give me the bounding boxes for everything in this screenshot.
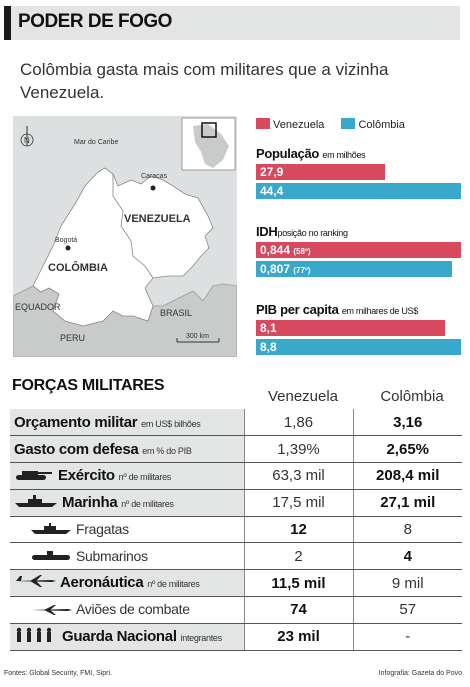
legend-swatch-colombia xyxy=(341,118,356,129)
bogota-marker xyxy=(65,245,71,251)
cell-venezuela: 2 xyxy=(243,542,353,571)
cell-venezuela: 17,5 mil xyxy=(243,489,353,517)
row-label: Aeronáutica nº de militares xyxy=(10,569,244,598)
bar-populacao-venezuela: 27,9 xyxy=(256,164,385,180)
cell-venezuela: 11,5 mil xyxy=(243,569,353,598)
cell-colombia: 9 mil xyxy=(352,569,462,598)
cell-venezuela: 1,86 xyxy=(243,409,353,437)
inset-map xyxy=(181,117,236,171)
cell-colombia: - xyxy=(352,623,462,651)
metric-populacao: População em milhões 27,9 44,4 xyxy=(256,146,461,199)
table-row: Gasto com defesa em % do PIB 1,39% 2,65% xyxy=(10,435,462,464)
map: Mar do Caribe Caracas VENEZUELA Bogotá C… xyxy=(13,116,237,357)
label-brasil: BRASIL xyxy=(160,308,192,318)
bar-pib-venezuela: 8,1 xyxy=(256,320,445,336)
legend-venezuela: Venezuela xyxy=(256,118,324,131)
row-label: Marinha nº de militares xyxy=(10,489,244,517)
header: PODER DE FOGO xyxy=(0,0,470,44)
legend-swatch-venezuela xyxy=(256,118,270,129)
forces-title: FORÇAS MILITARES xyxy=(12,377,165,394)
table-row: Submarinos 2 4 xyxy=(10,542,462,571)
bar-idh-colombia: 0,807 (77º) xyxy=(256,261,452,277)
cell-venezuela: 23 mil xyxy=(243,623,353,651)
label-colombia: COLÔMBIA xyxy=(48,261,108,274)
north-arrow-icon: N xyxy=(20,126,34,147)
cell-colombia: 208,4 mil xyxy=(352,462,462,490)
soldiers-icon xyxy=(14,627,58,647)
cell-venezuela: 12 xyxy=(243,516,353,544)
tank-icon xyxy=(14,467,54,485)
legend-colombia: Colômbia xyxy=(341,118,405,131)
row-label: Fragatas xyxy=(10,516,244,544)
cell-colombia: 57 xyxy=(352,596,462,624)
col-head-venezuela: Venezuela xyxy=(267,388,339,405)
table-row: Marinha nº de militares 17,5 mil 27,1 mil xyxy=(10,489,462,517)
cell-colombia: 8 xyxy=(352,516,462,544)
page-title: PODER DE FOGO xyxy=(18,11,172,32)
label-equador: EQUADOR xyxy=(15,302,61,312)
plane-icon xyxy=(14,574,56,592)
map-study-area xyxy=(32,167,214,327)
header-bar xyxy=(4,6,460,40)
footer-credit: Infografia: Gazeta do Povo xyxy=(378,670,462,677)
svg-text:N: N xyxy=(24,136,30,145)
cell-colombia: 2,65% xyxy=(352,435,462,464)
metric-idh: IDHposição no ranking 0,844 (58º) 0,807 … xyxy=(256,224,461,277)
bar-populacao-colombia: 44,4 xyxy=(256,183,461,199)
forces-table: Orçamento militar em US$ bilhões 1,86 3,16… xyxy=(10,409,462,651)
frigate-icon xyxy=(30,522,72,538)
table-row: Guarda Nacional integrantes 23 mil - xyxy=(10,623,462,651)
caracas-marker xyxy=(150,185,156,191)
bar-pib-colombia: 8,8 xyxy=(256,339,461,355)
table-row: Exército nº de militares 63,3 mil 208,4 mi… xyxy=(10,462,462,490)
label-venezuela: VENEZUELA xyxy=(124,213,191,225)
label-mar: Mar do Caribe xyxy=(74,139,118,146)
cell-venezuela: 74 xyxy=(243,596,353,624)
row-label: Exército nº de militares xyxy=(10,462,244,490)
submarine-icon xyxy=(30,549,72,565)
fighter-jet-icon xyxy=(30,603,72,619)
row-label: Guarda Nacional integrantes xyxy=(10,623,244,651)
row-label: Orçamento militar em US$ bilhões xyxy=(10,409,244,437)
metric-pib: PIB per capita em milhares de US$ 8,1 8,… xyxy=(256,302,461,355)
row-label: Gasto com defesa em % do PIB xyxy=(10,435,244,464)
legend: Venezuela Colômbia xyxy=(256,118,419,131)
col-head-colombia: Colômbia xyxy=(380,388,444,405)
label-bogota: Bogotá xyxy=(55,237,77,244)
row-label: Submarinos xyxy=(10,542,244,571)
table-row: Aeronáutica nº de militares 11,5 mil 9 mil xyxy=(10,569,462,598)
footer-sources: Fontes: Global Security, FMI, Sipri. xyxy=(4,670,113,677)
table-row: Aviões de combate 74 57 xyxy=(10,596,462,624)
scale-label: 300 km xyxy=(186,333,209,340)
label-caracas: Caracas xyxy=(141,173,168,180)
row-label: Aviões de combate xyxy=(10,596,244,624)
map-border-line xyxy=(112,174,154,279)
table-row: Fragatas 12 8 xyxy=(10,516,462,544)
ship-icon xyxy=(14,494,58,512)
cell-colombia: 3,16 xyxy=(352,409,462,437)
cell-colombia: 27,1 mil xyxy=(352,489,462,517)
label-peru: PERU xyxy=(60,333,85,343)
cell-colombia: 4 xyxy=(352,542,462,571)
subtitle: Colômbia gasta mais com militares que a … xyxy=(20,60,389,102)
table-row: Orçamento militar em US$ bilhões 1,86 3,16 xyxy=(10,409,462,437)
cell-venezuela: 1,39% xyxy=(243,435,353,464)
cell-venezuela: 63,3 mil xyxy=(243,462,353,490)
bar-idh-venezuela: 0,844 (58º) xyxy=(256,242,461,258)
